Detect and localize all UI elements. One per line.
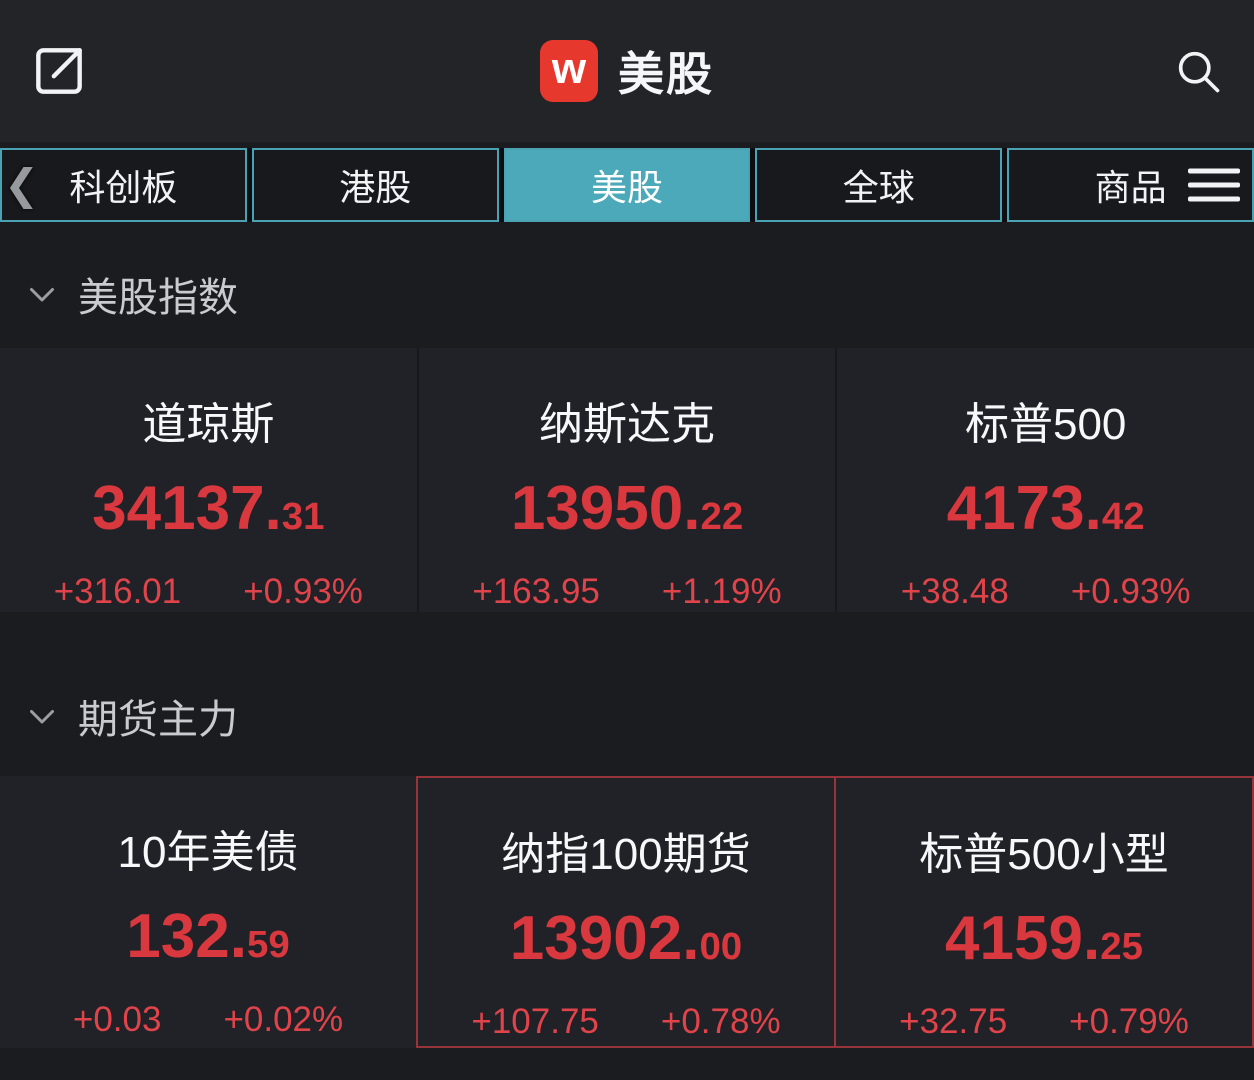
tab-label: 美股 (590, 167, 663, 208)
instrument-change-row: +316.01 +0.93% (0, 572, 417, 612)
instrument-price: 34137.31 (92, 474, 325, 543)
instrument-name: 纳斯达克 (539, 400, 715, 449)
tab-us-stocks[interactable]: 美股 (503, 148, 751, 222)
share-button[interactable] (28, 40, 90, 102)
search-magnifier-icon (1172, 51, 1224, 101)
instrument-name: 纳指100期货 (501, 830, 751, 879)
us-indices-card-row: 道琼斯 34137.31 +316.01 +0.93% 纳斯达克 13950.2… (0, 348, 1254, 612)
market-tab-bar: ❮ 科创板 港股 美股 全球 商品 (0, 148, 1254, 222)
index-card-nasdaq[interactable]: 纳斯达克 13950.22 +163.95 +1.19% (416, 348, 836, 612)
tab-label: 全球 (842, 167, 915, 208)
tab-hk-stocks[interactable]: 港股 (251, 148, 499, 222)
scroll-left-chevron-icon[interactable]: ❮ (4, 161, 40, 208)
instrument-price: 13902.00 (509, 904, 743, 973)
wind-logo: w (540, 40, 598, 102)
instrument-name: 10年美债 (117, 828, 299, 877)
hamburger-menu-icon[interactable] (1174, 156, 1248, 214)
change-value: +316.01 (53, 572, 182, 611)
change-value: +38.48 (900, 572, 1009, 611)
section-header-us-indices[interactable]: 美股指数 (24, 266, 1254, 322)
instrument-change-row: +0.03 +0.02% (0, 1000, 416, 1040)
section-header-futures[interactable]: 期货主力 (24, 688, 1254, 744)
instrument-price: 13950.22 (510, 474, 744, 543)
wind-logo-letter: w (551, 44, 587, 93)
instrument-name: 标普500 (964, 400, 1127, 449)
tab-star-market[interactable]: 科创板 (0, 148, 247, 222)
instrument-price: 4173.42 (946, 474, 1145, 543)
page-title: 美股 (618, 48, 714, 100)
tab-label: 商品 (1094, 167, 1167, 208)
index-card-dow-jones[interactable]: 道琼斯 34137.31 +316.01 +0.93% (0, 348, 417, 612)
tab-global[interactable]: 全球 (755, 148, 1003, 222)
tab-label: 科创板 (69, 167, 178, 208)
futures-card-nasdaq100[interactable]: 纳指100期货 13902.00 +107.75 +0.78% (416, 776, 836, 1048)
search-button[interactable] (1172, 45, 1224, 97)
futures-card-sp500-mini[interactable]: 标普500小型 4159.25 +32.75 +0.79% (836, 776, 1254, 1048)
change-value: +32.75 (899, 1002, 1008, 1041)
change-percent: +0.02% (223, 1000, 344, 1039)
instrument-change-row: +32.75 +0.79% (836, 1002, 1252, 1042)
instrument-price: 132.59 (126, 902, 290, 971)
chevron-down-icon (24, 698, 60, 734)
change-value: +163.95 (472, 572, 600, 611)
change-percent: +1.19% (661, 572, 782, 611)
change-value: +107.75 (471, 1002, 599, 1041)
header-bar: w 美股 (0, 0, 1254, 142)
tab-label: 港股 (339, 167, 412, 208)
change-percent: +0.78% (660, 1002, 781, 1041)
index-card-sp500[interactable]: 标普500 4173.42 +38.48 +0.93% (835, 348, 1254, 612)
change-percent: +0.79% (1069, 1002, 1189, 1041)
section-title: 美股指数 (78, 276, 238, 320)
instrument-name: 道琼斯 (142, 400, 275, 449)
futures-card-10y-treasury[interactable]: 10年美债 132.59 +0.03 +0.02% (0, 776, 416, 1048)
change-percent: +0.93% (243, 572, 363, 611)
instrument-price: 4159.25 (945, 904, 1143, 973)
change-percent: +0.93% (1070, 572, 1191, 611)
chevron-down-icon (24, 276, 60, 312)
instrument-change-row: +163.95 +1.19% (419, 572, 836, 612)
instrument-name: 标普500小型 (919, 830, 1169, 879)
futures-card-row: 10年美债 132.59 +0.03 +0.02% 纳指100期货 13902.… (0, 776, 1254, 1048)
instrument-change-row: +107.75 +0.78% (418, 1002, 834, 1042)
share-external-link-icon (28, 48, 90, 106)
change-value: +0.03 (72, 1000, 162, 1039)
instrument-change-row: +38.48 +0.93% (837, 572, 1254, 612)
header-title-group: w 美股 (540, 38, 714, 104)
section-title: 期货主力 (78, 698, 238, 742)
